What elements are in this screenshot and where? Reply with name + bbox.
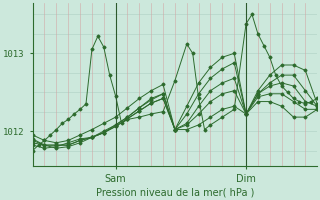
X-axis label: Pression niveau de la mer( hPa ): Pression niveau de la mer( hPa ): [96, 187, 254, 197]
